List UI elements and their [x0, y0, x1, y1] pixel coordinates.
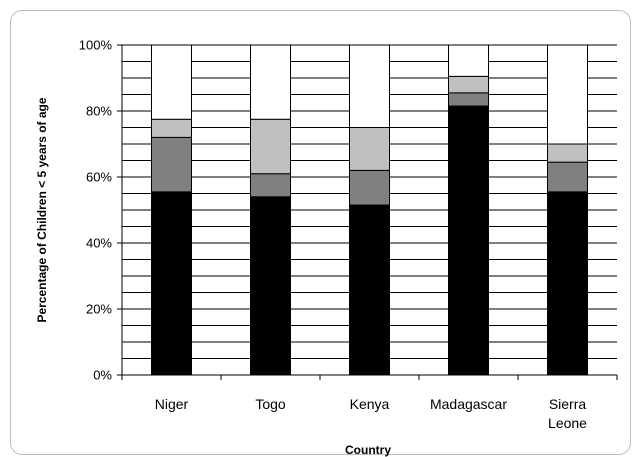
labels: 0% 20% 40% 60% 80% 100% Niger Togo Kenya Madagasc… [79, 38, 587, 432]
x-category-label: Madagascar [430, 396, 507, 412]
bar-segment [448, 92, 489, 107]
bar-segment [349, 204, 390, 376]
x-category-label: Sierra Leone [548, 396, 587, 431]
x-category-label-line: Kenya [350, 396, 390, 412]
bar-segment [547, 191, 588, 376]
x-category-label-line: Niger [155, 396, 189, 412]
bar-segment [250, 118, 291, 175]
y-tick-label: 40% [86, 236, 112, 251]
x-axis-title: Country [345, 443, 391, 457]
x-category-label-line: Togo [255, 396, 286, 412]
y-tick-label: 0% [93, 368, 112, 383]
bar-segment [448, 44, 489, 77]
bar-segment [250, 196, 291, 376]
bar-segment [151, 136, 192, 193]
y-tick-label: 20% [86, 302, 112, 317]
bar-segment [547, 161, 588, 193]
bar-segment [151, 118, 192, 138]
bar-segment [151, 44, 192, 120]
bar-segment [151, 191, 192, 376]
bar-segment [349, 127, 390, 171]
axes [117, 44, 618, 380]
x-category-label-line: Leone [548, 415, 587, 431]
chart-frame [10, 10, 631, 455]
y-tick-label: 100% [79, 38, 113, 53]
bar-segment [250, 44, 291, 120]
x-category-label: Niger [155, 396, 189, 412]
bar-segment [547, 143, 588, 163]
y-axis-title: Percentage of Children < 5 years of age [35, 97, 49, 322]
bar-segment [349, 44, 390, 128]
bar-segment [349, 169, 390, 206]
bar-segment [448, 105, 489, 376]
bar-segment [448, 75, 489, 94]
y-tick-label: 60% [86, 170, 112, 185]
y-tick-label: 80% [86, 104, 112, 119]
x-category-label: Kenya [350, 396, 390, 412]
x-category-label: Togo [255, 396, 286, 412]
x-category-label-line: Sierra [549, 396, 587, 412]
bar-segment [250, 173, 291, 198]
bars [151, 44, 588, 376]
x-category-label-line: Madagascar [430, 396, 507, 412]
bar-segment [547, 44, 588, 145]
